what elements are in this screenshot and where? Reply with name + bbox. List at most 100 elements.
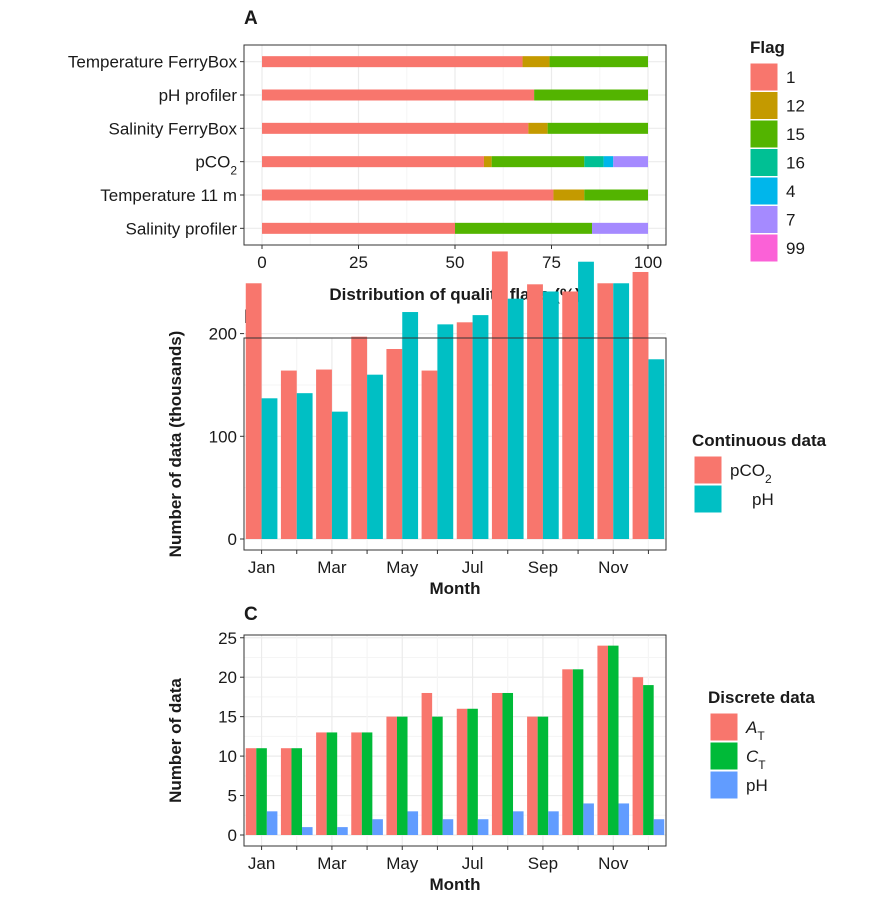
panel-a-legend-key [749, 176, 779, 206]
panel-a-category-label: Salinity profiler [126, 219, 238, 238]
panel-a-bar-segment [262, 189, 554, 201]
panel-c-bar [653, 819, 665, 835]
panel-b-bar [491, 251, 508, 539]
panel-c-bar [456, 708, 468, 835]
panel-b-bars [245, 251, 665, 539]
panel-b-bar [437, 324, 454, 539]
panel-b-bar [472, 315, 489, 539]
panel-b-bar [507, 298, 524, 539]
panel-a-category-label: pH profiler [159, 86, 238, 105]
panel-a-bar-segment [262, 222, 455, 234]
panel-c-bar [256, 748, 267, 835]
panel-c-frame [243, 634, 667, 847]
panel-a-bar-segment [584, 189, 648, 201]
panel-c-y-axis-title: Number of data [166, 678, 185, 803]
panel-b-bar [316, 369, 332, 539]
panel-c-legend-key [709, 741, 739, 771]
panel-a-bar-segment [592, 222, 648, 234]
panel-c-legend-label: AT [745, 718, 765, 743]
panel-a-legend: Flag 1 12 15 16 4 7 99 [749, 38, 805, 263]
panel-c-x-tick-label: Jan [248, 854, 275, 873]
panel-a-bar-segment [549, 56, 648, 68]
panel-c-bar [407, 811, 419, 835]
panel-a-category-label: Temperature FerryBox [68, 53, 238, 72]
panel-c-bar [562, 669, 573, 835]
panel-b-x-axis-title: Month [430, 579, 481, 598]
panel-a-bar-segment [262, 56, 523, 68]
panel-b-bar [351, 336, 368, 539]
panel-c-x-tick-label: May [386, 854, 419, 873]
panel-c-label: C [244, 604, 258, 625]
panel-c-y-tick-label: 25 [218, 629, 237, 648]
panel-c: C 0 5 10 15 20 25 Jan Mar May Jul Sep Nov Month Nu… [166, 604, 815, 894]
panel-b-x-tick-label: Nov [598, 558, 629, 577]
panel-a-legend-label: 7 [786, 211, 795, 230]
panel-b-legend-label: pH [752, 490, 774, 509]
panel-c-bar [572, 669, 584, 835]
panel-c-bar [421, 692, 433, 835]
panel-b-y-tick-label: 100 [209, 427, 237, 446]
panel-b-x-tick-label: Jan [248, 558, 275, 577]
panel-a-bar-segment [262, 89, 535, 101]
panel-a-bar-segment [262, 156, 484, 168]
panel-c-bar [337, 827, 348, 835]
panel-c-bar [583, 803, 594, 835]
panel-b-bar [367, 374, 383, 539]
panel-c-x-tick-label: Sep [528, 854, 558, 873]
panel-b-legend-key [693, 455, 723, 485]
panel-b-bar [421, 370, 438, 539]
panel-c-legend-title: Discrete data [708, 688, 815, 707]
panel-a-bar-segment [613, 156, 648, 168]
panel-c-bar [502, 692, 514, 835]
panel-c-legend-label: pH [746, 776, 768, 795]
panel-c-bars [245, 645, 665, 835]
panel-a-legend-key [749, 62, 779, 92]
panel-b-x-tick-label: Sep [528, 558, 558, 577]
panel-c-bar [491, 692, 503, 835]
panel-a-bar-segment [553, 189, 585, 201]
panel-c-bar [372, 819, 383, 835]
panel-c-x-axis: Jan Mar May Jul Sep Nov [248, 846, 649, 873]
panel-a-legend-label: 4 [786, 182, 795, 201]
panel-c-legend-label: CT [746, 747, 766, 772]
panel-c-bar [326, 732, 338, 835]
panel-c-bar [361, 732, 373, 835]
panel-b-bar [261, 398, 278, 539]
panel-c-bar [537, 716, 549, 835]
panel-c-bar [266, 811, 278, 835]
panel-c-bar [302, 827, 313, 835]
panel-b-y-tick-label: 200 [209, 325, 237, 344]
panel-c-bar [467, 708, 478, 835]
panel-b-legend: Continuous data pCO2 pH [692, 431, 827, 514]
panel-b-y-axis: 0 100 200 [209, 325, 244, 549]
panel-a-legend-key [749, 205, 779, 234]
panel-c-bar [548, 811, 559, 835]
panel-c-bar [245, 748, 257, 835]
panel-b-bar [578, 261, 594, 539]
panel-b-y-axis-title: Number of data (thousands) [166, 331, 185, 558]
panel-c-bar [316, 732, 327, 835]
panel-a-legend-key [749, 233, 779, 263]
panel-a-legend-label: 12 [786, 97, 805, 116]
panel-a-bar-segment [603, 156, 614, 168]
panel-c-bar [597, 645, 608, 835]
panel-c-y-axis: 0 5 10 15 20 25 [218, 629, 244, 845]
panel-a-x-tick-label: 75 [542, 253, 561, 272]
panel-b-bar [648, 359, 665, 539]
panel-b-y-tick-label: 0 [228, 530, 237, 549]
panel-b-bar [562, 291, 579, 539]
panel-b-x-tick-label: Mar [317, 558, 347, 577]
panel-b-plot-area [244, 338, 666, 550]
panel-b-bar [542, 291, 559, 539]
panel-c-y-tick-label: 5 [228, 787, 237, 806]
panel-c-legend-key [709, 712, 739, 742]
panel-a-bar-segment [262, 122, 529, 134]
panel-b-bar [613, 283, 630, 539]
panel-b-bar [296, 393, 313, 539]
panel-a-x-tick-label: 50 [446, 253, 465, 272]
panel-b-bar [386, 349, 403, 539]
panel-c-bar [442, 819, 454, 835]
panel-b-bar [597, 283, 614, 539]
